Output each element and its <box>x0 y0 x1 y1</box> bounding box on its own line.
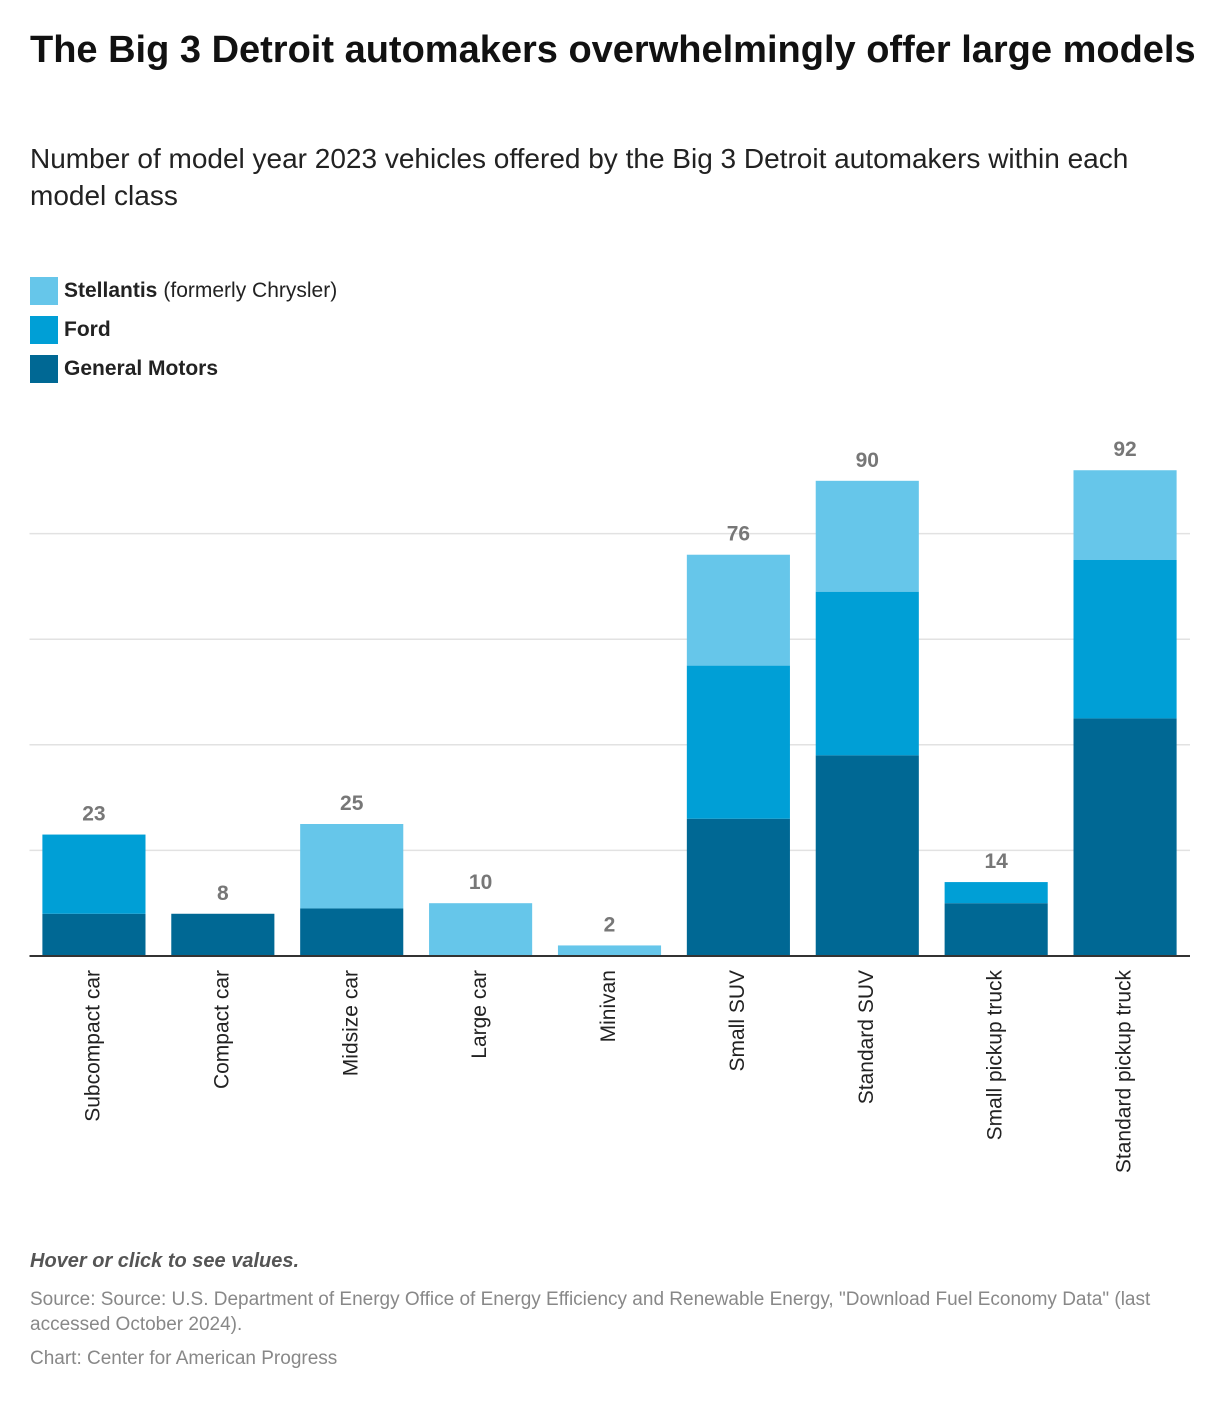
legend-swatch <box>30 277 58 305</box>
total-label: 8 <box>217 882 229 905</box>
bar-segment <box>944 903 1048 956</box>
x-tick-label: Subcompact car <box>81 970 104 1122</box>
x-tick-label: Small pickup truck <box>984 970 1007 1141</box>
bar-segment <box>686 818 790 956</box>
bar-segment <box>557 945 662 956</box>
x-tick-label: Standard SUV <box>855 970 878 1104</box>
bar-segment <box>300 908 404 956</box>
bar-segment <box>1073 560 1177 719</box>
legend-swatch <box>30 355 58 383</box>
total-label: 23 <box>82 803 105 826</box>
total-label: 10 <box>469 871 492 894</box>
legend-swatch <box>30 316 58 344</box>
bar-segment <box>686 554 790 666</box>
total-label: 90 <box>856 449 879 472</box>
bar-segment <box>815 755 919 956</box>
total-label: 76 <box>727 523 750 546</box>
x-tick-label: Midsize car <box>339 970 362 1076</box>
x-tick-label: Compact car <box>210 970 233 1089</box>
bar-segment <box>1073 470 1177 560</box>
bar-segment <box>815 480 919 592</box>
bar-segment <box>686 665 790 819</box>
total-label: 92 <box>1113 438 1136 461</box>
legend-note: (formerly Chrysler) <box>163 279 338 302</box>
legend-label: Stellantis <box>64 279 158 302</box>
total-label: 2 <box>604 913 616 936</box>
bar-segment <box>944 882 1048 904</box>
total-label: 25 <box>340 792 364 815</box>
legend-item: General Motors <box>30 354 218 384</box>
bar-segment <box>42 834 146 914</box>
legend-label: Ford <box>64 318 111 341</box>
bar-segment <box>429 903 533 956</box>
x-tick-label: Standard pickup truck <box>1113 970 1136 1174</box>
chart-title: The Big 3 Detroit automakers overwhelmin… <box>30 29 1196 71</box>
credit: Chart: Center for American Progress <box>30 1348 338 1369</box>
source: Source: Source: U.S. Department of Energ… <box>30 1289 1151 1335</box>
bar-segment <box>1073 718 1177 956</box>
total-label: 14 <box>984 850 1008 873</box>
x-tick-label: Large car <box>468 970 491 1059</box>
note: Hover or click to see values. <box>30 1250 300 1272</box>
bar-segment <box>42 913 146 956</box>
bar-segment <box>300 824 404 909</box>
legend-item: Stellantis (formerly Chrysler) <box>30 276 337 306</box>
legend-item: Ford <box>30 315 111 345</box>
x-tick-label: Minivan <box>597 970 620 1042</box>
x-tick-label: Small SUV <box>726 970 749 1072</box>
legend-label: General Motors <box>64 357 219 380</box>
bar-segment <box>815 591 919 756</box>
chart-subtitle: Number of model year 2023 vehicles offer… <box>30 143 1129 211</box>
bar-segment <box>171 913 275 956</box>
